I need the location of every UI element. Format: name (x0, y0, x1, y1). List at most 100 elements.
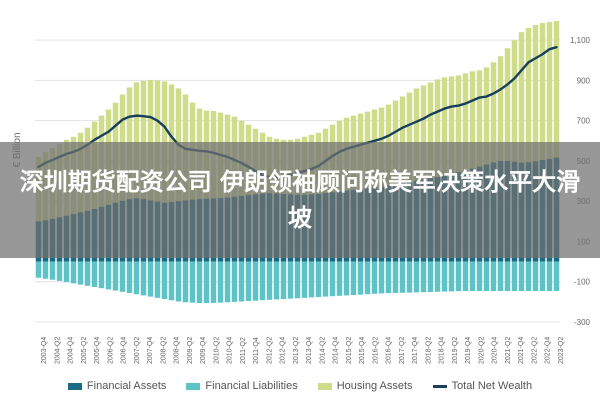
legend-swatch-housing-assets (317, 382, 332, 390)
financial-liabilities-bar (175, 261, 182, 302)
financial-liabilities-bar (504, 261, 511, 291)
financial-liabilities-bar (245, 261, 252, 302)
financial-liabilities-bar (469, 261, 476, 291)
financial-liabilities-bar (343, 261, 350, 296)
financial-liabilities-bar (91, 261, 98, 287)
x-tick-label: 2020-Q2 (478, 337, 485, 364)
x-tick-label: 2019-Q4 (465, 337, 472, 364)
x-tick-label: 2012-Q2 (266, 337, 273, 364)
financial-liabilities-bar (546, 261, 553, 291)
financial-liabilities-bar (413, 261, 420, 293)
financial-liabilities-bar (56, 261, 63, 281)
financial-liabilities-bar (140, 261, 147, 296)
financial-liabilities-bar (63, 261, 70, 283)
legend-swatch-financial-liabilities (186, 382, 201, 390)
x-tick-label: 2015-Q2 (346, 337, 353, 364)
y-tick-label: 900 (577, 76, 591, 85)
financial-liabilities-bar (441, 261, 448, 292)
financial-liabilities-bar (287, 261, 294, 299)
y-tick-label: -300 (574, 318, 591, 327)
financial-liabilities-bar (427, 261, 434, 292)
financial-liabilities-bar (273, 261, 280, 300)
legend-item-financial-liabilities: Financial Liabilities (186, 378, 298, 394)
financial-liabilities-bar (476, 261, 483, 291)
y-tick-label: 700 (577, 117, 591, 126)
financial-liabilities-bar (168, 261, 175, 301)
financial-liabilities-bar (322, 261, 329, 297)
financial-liabilities-bar (399, 261, 406, 293)
x-tick-label: 2012-Q4 (280, 337, 287, 364)
financial-liabilities-bar (385, 261, 392, 294)
housing-assets-bar (546, 22, 553, 262)
financial-liabilities-bar (259, 261, 266, 301)
financial-liabilities-bar (308, 261, 315, 298)
x-tick-label: 2022-Q2 (531, 337, 538, 364)
financial-liabilities-bar (224, 261, 231, 303)
legend-label: Financial Liabilities (205, 380, 298, 392)
x-tick-label: 2004-Q2 (54, 337, 61, 364)
financial-liabilities-bars (35, 261, 560, 304)
financial-liabilities-bar (182, 261, 189, 303)
x-tick-label: 2013-Q2 (293, 337, 300, 364)
financial-liabilities-bar (105, 261, 112, 290)
x-tick-label: 2004-Q4 (68, 337, 75, 364)
x-tick-label: 2020-Q4 (492, 337, 499, 364)
financial-liabilities-bar (189, 261, 196, 303)
x-tick-label: 2007-Q2 (134, 337, 141, 364)
financial-liabilities-bar (315, 261, 322, 298)
x-tick-label: 2021-Q2 (505, 337, 512, 364)
financial-liabilities-bar (70, 261, 77, 284)
headline-text: 深圳期货配资公司 伊朗领袖顾问称美军决策水平大滑坡 (19, 168, 581, 232)
financial-liabilities-bar (553, 261, 560, 291)
financial-liabilities-bar (35, 261, 42, 278)
financial-liabilities-bar (364, 261, 371, 295)
financial-liabilities-bar (532, 261, 539, 291)
x-tick-label: 2003-Q4 (41, 337, 48, 364)
x-tick-label: 2018-Q4 (439, 337, 446, 364)
financial-liabilities-bar (511, 261, 518, 291)
financial-liabilities-bar (371, 261, 378, 294)
x-tick-label: 2005-Q2 (81, 337, 88, 364)
legend-item-housing-assets: Housing Assets (317, 378, 413, 394)
financial-liabilities-bar (462, 261, 469, 291)
legend-label: Total Net Wealth (451, 380, 533, 392)
financial-liabilities-bar (294, 261, 301, 299)
financial-liabilities-bar (357, 261, 364, 295)
financial-liabilities-bar (210, 261, 217, 303)
financial-liabilities-bar (448, 261, 455, 292)
x-tick-label: 2011-Q2 (240, 337, 247, 364)
legend-label: Housing Assets (336, 380, 413, 392)
financial-liabilities-bar (49, 261, 56, 280)
financial-liabilities-bar (497, 261, 504, 291)
x-tick-label: 2021-Q4 (518, 337, 525, 364)
financial-liabilities-bar (77, 261, 84, 285)
x-tick-label: 2007-Q4 (147, 337, 154, 364)
financial-liabilities-bar (329, 261, 336, 297)
legend-swatch-total-net-wealth (432, 384, 447, 388)
financial-liabilities-bar (350, 261, 357, 296)
x-tick-label: 2017-Q2 (399, 337, 406, 364)
x-tick-label: 2010-Q2 (213, 337, 220, 364)
y-tick-label: -100 (574, 278, 591, 287)
financial-liabilities-bar (490, 261, 497, 291)
x-tick-label: 2017-Q4 (412, 337, 419, 364)
financial-liabilities-bar (539, 261, 546, 291)
financial-liabilities-bar (392, 261, 399, 294)
legend-item-financial-assets: Financial Assets (67, 378, 167, 394)
x-tick-label: 2016-Q2 (372, 337, 379, 364)
financial-liabilities-bar (84, 261, 91, 286)
legend-label: Financial Assets (86, 380, 167, 392)
financial-liabilities-bar (161, 261, 168, 300)
x-tick-label: 2009-Q4 (200, 337, 207, 364)
financial-liabilities-bar (406, 261, 413, 293)
financial-liabilities-bar (133, 261, 140, 295)
x-tick-label: 2009-Q2 (187, 337, 194, 364)
financial-liabilities-bar (518, 261, 525, 291)
financial-liabilities-bar (147, 261, 154, 297)
x-tick-label: 2014-Q2 (319, 337, 326, 364)
financial-liabilities-bar (336, 261, 343, 296)
financial-liabilities-bar (280, 261, 287, 300)
y-tick-label: 1,100 (570, 36, 591, 45)
financial-liabilities-bar (455, 261, 462, 292)
x-tick-label: 2013-Q4 (306, 337, 313, 364)
